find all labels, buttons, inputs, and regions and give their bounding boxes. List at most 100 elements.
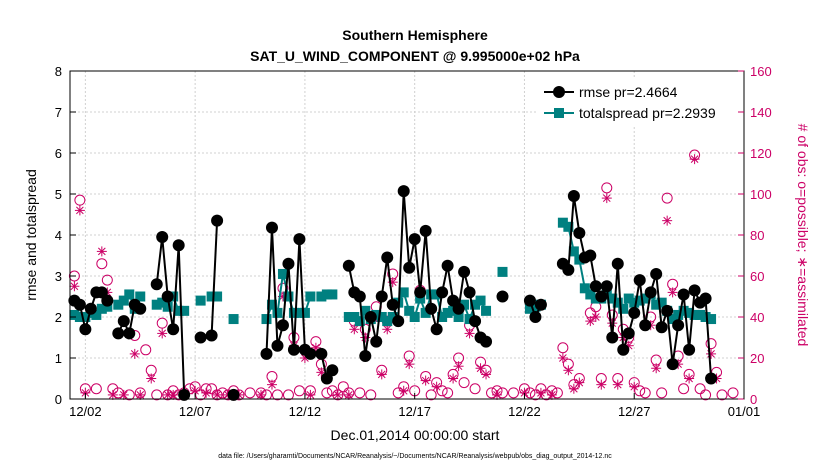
chart-subtitle: SAT_U_WIND_COMPONENT @ 9.995000e+02 hPa [250,48,580,64]
obs-assimilated-stroke [520,388,529,397]
obs-assimilated-point [684,373,695,384]
obs-possible-point [639,387,651,399]
rmse-point [622,327,635,340]
rmse-point [315,347,328,360]
spread-point [409,312,420,322]
obs-assimilated-point [464,328,475,339]
spread-point [634,295,645,306]
obs-assimilated-point [343,389,354,400]
legend-spread-marker [554,108,564,118]
rmse-point [430,323,443,336]
obs-possible-point [634,385,646,397]
spread-point [157,297,168,308]
obs-assimilated-stroke [333,391,342,399]
rmse-point [562,263,575,276]
obs-assimilated-point [651,363,662,374]
spread-point [651,299,662,310]
obs-possible-point [425,389,437,401]
obs-possible-point [156,317,168,329]
spread-point [316,291,327,302]
obs-possible-point [244,387,256,399]
obs-assimilated-point [168,389,179,400]
obs-assimilated-point [596,379,607,390]
obs-assimilated-stroke [191,386,199,395]
rmse-point [161,290,174,303]
obs-assimilated-stroke [432,382,441,391]
rmse-point [452,302,465,315]
chart-title: Southern Hemisphere [342,27,488,43]
obs-assimilated-stroke [257,391,265,399]
x-tick-label: 12/22 [508,404,541,419]
spread-point [618,303,629,314]
spread-point [475,295,486,306]
obs-assimilated-stroke [350,325,359,334]
spread-point [557,217,568,228]
obs-assimilated-stroke [482,370,490,379]
spread-point [162,301,173,312]
rmse-point [112,327,125,340]
rmse-point [633,274,646,287]
y-tick-label-right: 160 [750,64,772,79]
obs-assimilated-point [212,389,223,400]
obs-assimilated-point [585,316,596,327]
obs-assimilated-point [256,389,267,400]
spread-point [684,307,695,318]
rmse-point [688,284,701,297]
y-axis-label-right: # of obs: o=possible; ∗=assimilated [795,124,811,347]
spread-point [179,305,190,316]
obs-assimilated-point [590,312,601,322]
rmse-point [595,290,608,303]
rmse-point [227,388,240,401]
spread-point [261,314,272,325]
obs-possible-point [469,383,481,395]
obs-assimilated-point [266,379,277,390]
obs-assimilated-point [557,353,568,363]
footnote: data file: /Users/gharamti/Documents/NCA… [218,453,612,460]
rmse-point [150,278,163,291]
rmse-point [683,343,696,356]
obs-assimilated-point [190,385,201,396]
obs-possible-point [678,383,690,395]
spread-point [387,312,398,322]
obs-possible-point [101,274,113,286]
spread-point [113,299,124,310]
rmse-point [661,304,674,317]
y-tick-label-right: 120 [750,146,772,161]
spread-point [689,309,700,320]
rmse-point [293,233,306,246]
y-tick-label-right: 20 [750,351,764,366]
y-tick-label-left: 5 [55,187,62,202]
obs-assimilated-point [689,154,700,165]
rmse-point [353,290,366,303]
obs-assimilated-stroke [70,282,79,291]
obs-possible-point [96,258,108,270]
rmse-point [589,280,602,293]
spread-point [640,293,651,304]
rmse-point [79,323,92,336]
obs-assimilated-stroke [449,374,457,383]
spread-point [376,312,387,322]
x-tick-label: 12/07 [179,404,212,419]
obs-assimilated-stroke [613,380,622,389]
obs-assimilated-stroke [306,391,315,399]
rmse-point [101,294,114,307]
spread-point [695,309,706,320]
obs-assimilated-stroke [130,350,139,358]
obs-assimilated-stroke [630,382,639,391]
spread-point [299,307,310,318]
obs-assimilated-point [574,377,585,388]
obs-assimilated-point [481,369,492,380]
y-tick-label-left: 4 [55,228,62,243]
obs-assimilated-point [376,369,387,380]
spread-point [360,305,371,316]
x-tick-label: 12/27 [618,404,651,419]
rmse-point [386,298,399,311]
rmse-point [611,257,624,270]
rmse-point [567,190,580,203]
obs-assimilated-stroke [421,376,430,385]
x-tick-label: 12/02 [69,404,102,419]
obs-assimilated-point [118,389,129,400]
spread-point [327,289,338,300]
rmse-point [414,286,427,299]
rmse-point [194,331,207,344]
